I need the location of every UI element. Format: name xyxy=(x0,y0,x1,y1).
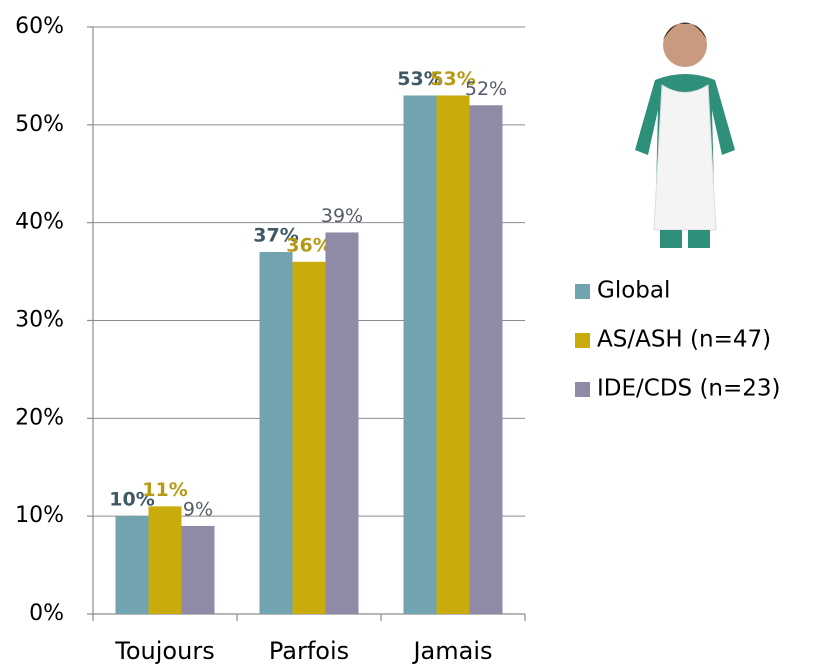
legend-label: Global xyxy=(597,278,670,304)
data-label: 36% xyxy=(286,234,331,256)
bar xyxy=(260,252,293,614)
y-tick-label: 60% xyxy=(15,14,64,39)
y-tick-label: 20% xyxy=(15,405,64,430)
y-tick-label: 40% xyxy=(15,210,64,235)
bar xyxy=(182,526,215,614)
x-tick-label: Parfois xyxy=(269,637,349,665)
legend-swatch xyxy=(575,333,590,348)
data-label: 39% xyxy=(321,205,363,227)
legend-swatch xyxy=(575,382,590,397)
legend-label: AS/ASH (n=47) xyxy=(597,327,771,353)
bar xyxy=(116,516,149,614)
legend-swatch xyxy=(575,284,590,299)
y-tick-label: 10% xyxy=(15,503,64,528)
bar xyxy=(326,232,359,614)
x-tick-label: Jamais xyxy=(411,637,492,665)
data-label: 11% xyxy=(142,479,187,501)
bar xyxy=(470,105,503,614)
data-label: 52% xyxy=(465,78,507,100)
illustration xyxy=(620,10,790,250)
legend-label: IDE/CDS (n=23) xyxy=(597,376,781,402)
y-tick-label: 0% xyxy=(29,601,64,626)
bar xyxy=(437,95,470,614)
bar xyxy=(293,262,326,614)
bar xyxy=(149,506,182,614)
y-tick-label: 30% xyxy=(15,308,64,333)
x-tick-label: Toujours xyxy=(114,637,214,665)
data-label: 9% xyxy=(183,498,213,520)
y-tick-label: 50% xyxy=(15,112,64,137)
chart: 0%10%20%30%40%50%60%Toujours10%11%9%Parf… xyxy=(0,0,816,669)
bar xyxy=(404,95,437,614)
